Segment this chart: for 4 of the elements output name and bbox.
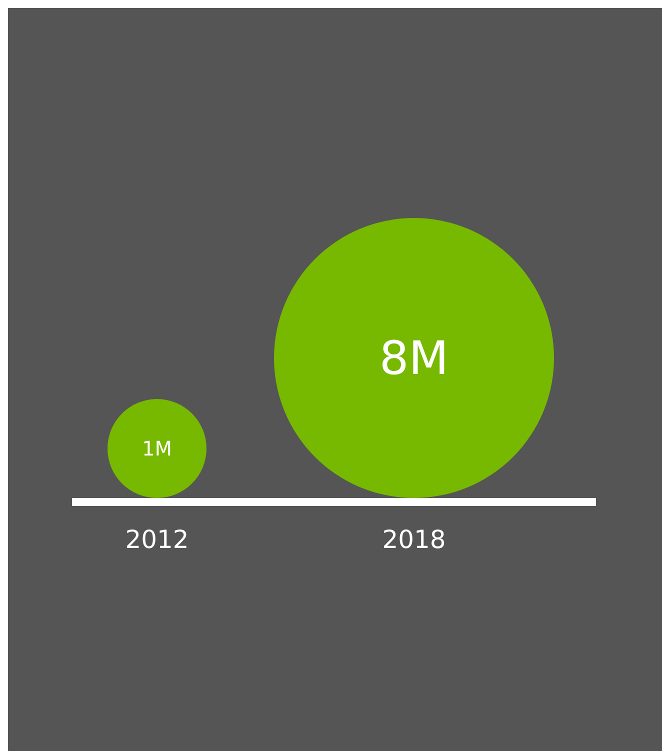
x-tick-label: 2018 [382, 525, 446, 554]
x-tick-label: 2012 [125, 525, 189, 554]
data-label: 1M [142, 436, 172, 461]
data-label: 8M [379, 331, 449, 386]
